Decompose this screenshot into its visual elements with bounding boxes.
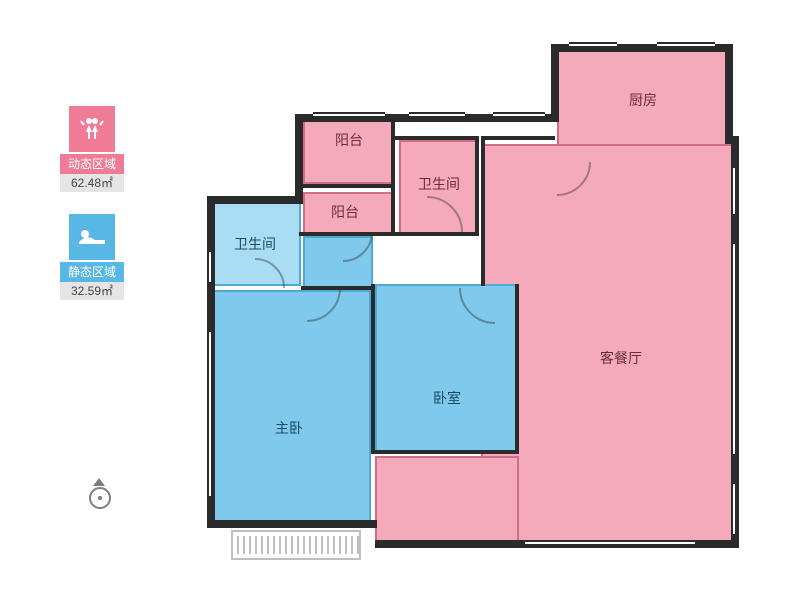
window-8: [207, 332, 213, 496]
inner-wall-0: [299, 184, 395, 188]
door-4: [307, 288, 341, 322]
inner-wall-2: [299, 232, 479, 236]
window-right-long: [731, 244, 737, 454]
door-0: [427, 196, 463, 232]
compass-icon: [86, 478, 114, 512]
window-2: [493, 112, 545, 118]
room-label-balcony_lower: 阳台: [331, 202, 359, 222]
room-label-bedroom: 卧室: [433, 388, 461, 408]
balcony-rail: [231, 536, 361, 554]
room-label-balcony_upper: 阳台: [335, 130, 363, 150]
room-balcony_upper: [303, 118, 395, 184]
legend-label-dynamic: 动态区域: [60, 154, 124, 174]
legend-item-dynamic: 动态区域 62.48㎡: [60, 106, 124, 192]
outer-wall-3: [725, 44, 733, 144]
room-label-master: 主卧: [275, 418, 303, 438]
door-2: [459, 288, 495, 324]
legend-value-static: 32.59㎡: [60, 282, 124, 300]
room-label-bath2: 卫生间: [234, 234, 276, 254]
window-6: [731, 484, 737, 534]
floor-plan: 厨房客餐厅阳台阳台卫生间卫生间主卧卧室: [195, 36, 749, 576]
legend-item-static: 静态区域 32.59㎡: [60, 214, 124, 300]
room-label-kitchen: 厨房: [629, 90, 657, 110]
window-0: [313, 112, 385, 118]
outer-wall-10: [207, 520, 377, 528]
inner-wall-4: [395, 136, 479, 140]
door-5: [255, 258, 285, 288]
inner-wall-9: [481, 136, 485, 286]
window-3: [569, 42, 617, 48]
outer-wall-1: [551, 44, 559, 122]
inner-wall-6: [371, 450, 519, 454]
window-4: [657, 42, 715, 48]
window-5: [731, 168, 737, 214]
legend: 动态区域 62.48㎡ 静态区域 32.59㎡: [60, 106, 124, 322]
inner-wall-10: [481, 136, 555, 140]
door-1: [343, 232, 373, 262]
window-1: [409, 112, 465, 118]
people-icon: [78, 115, 106, 143]
inner-wall-5: [371, 284, 375, 454]
window-living-bottom: [525, 540, 695, 546]
legend-label-static: 静态区域: [60, 262, 124, 282]
door-3: [557, 162, 591, 196]
room-label-living: 客餐厅: [600, 348, 642, 368]
room-living_lower: [375, 456, 519, 544]
inner-wall-7: [515, 284, 519, 454]
room-master: [211, 290, 371, 524]
legend-swatch-static: [69, 214, 115, 260]
room-label-bath1: 卫生间: [418, 174, 460, 194]
legend-value-dynamic: 62.48㎡: [60, 174, 124, 192]
window-7: [207, 252, 213, 282]
room-bedroom: [375, 284, 519, 452]
outer-wall-8: [207, 196, 303, 204]
inner-wall-3: [475, 140, 479, 236]
sleep-icon: [77, 226, 107, 248]
legend-swatch-dynamic: [69, 106, 115, 152]
